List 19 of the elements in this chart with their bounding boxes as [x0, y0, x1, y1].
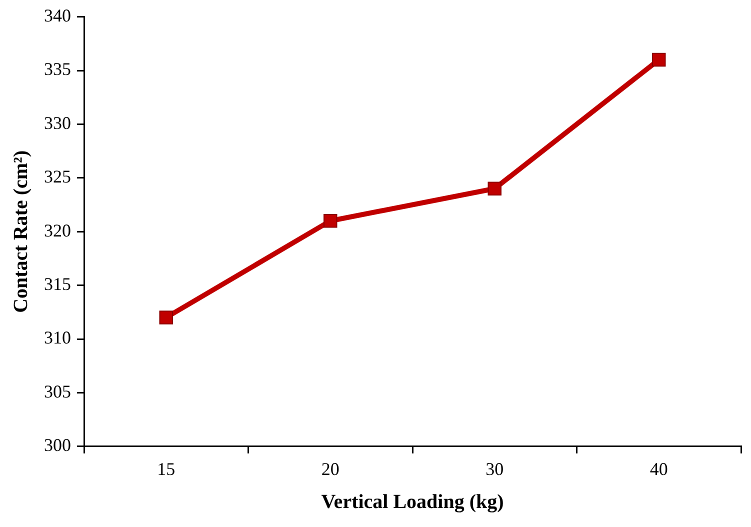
y-tick-label: 325: [44, 166, 71, 187]
x-tick-label: 30: [486, 458, 504, 479]
x-axis-title: Vertical Loading (kg): [321, 491, 504, 514]
x-tick-label: 15: [157, 458, 176, 479]
y-tick-label: 305: [44, 381, 71, 402]
y-tick-label: 320: [44, 220, 71, 240]
y-tick-label: 315: [44, 274, 71, 294]
y-tick-label: 340: [44, 6, 71, 26]
point: [324, 214, 338, 228]
x-tick-label: 20: [321, 458, 340, 479]
point: [488, 182, 502, 196]
y-tick-label: 330: [44, 112, 71, 133]
x-tick-label: 40: [650, 458, 668, 479]
point: [159, 310, 173, 324]
y-axis-title: Contact Rate (cm²): [10, 150, 32, 313]
y-tick-label: 335: [44, 59, 71, 80]
point: [652, 52, 666, 67]
y-tick-label: 300: [44, 435, 71, 456]
y-tick-label: 310: [44, 328, 71, 348]
